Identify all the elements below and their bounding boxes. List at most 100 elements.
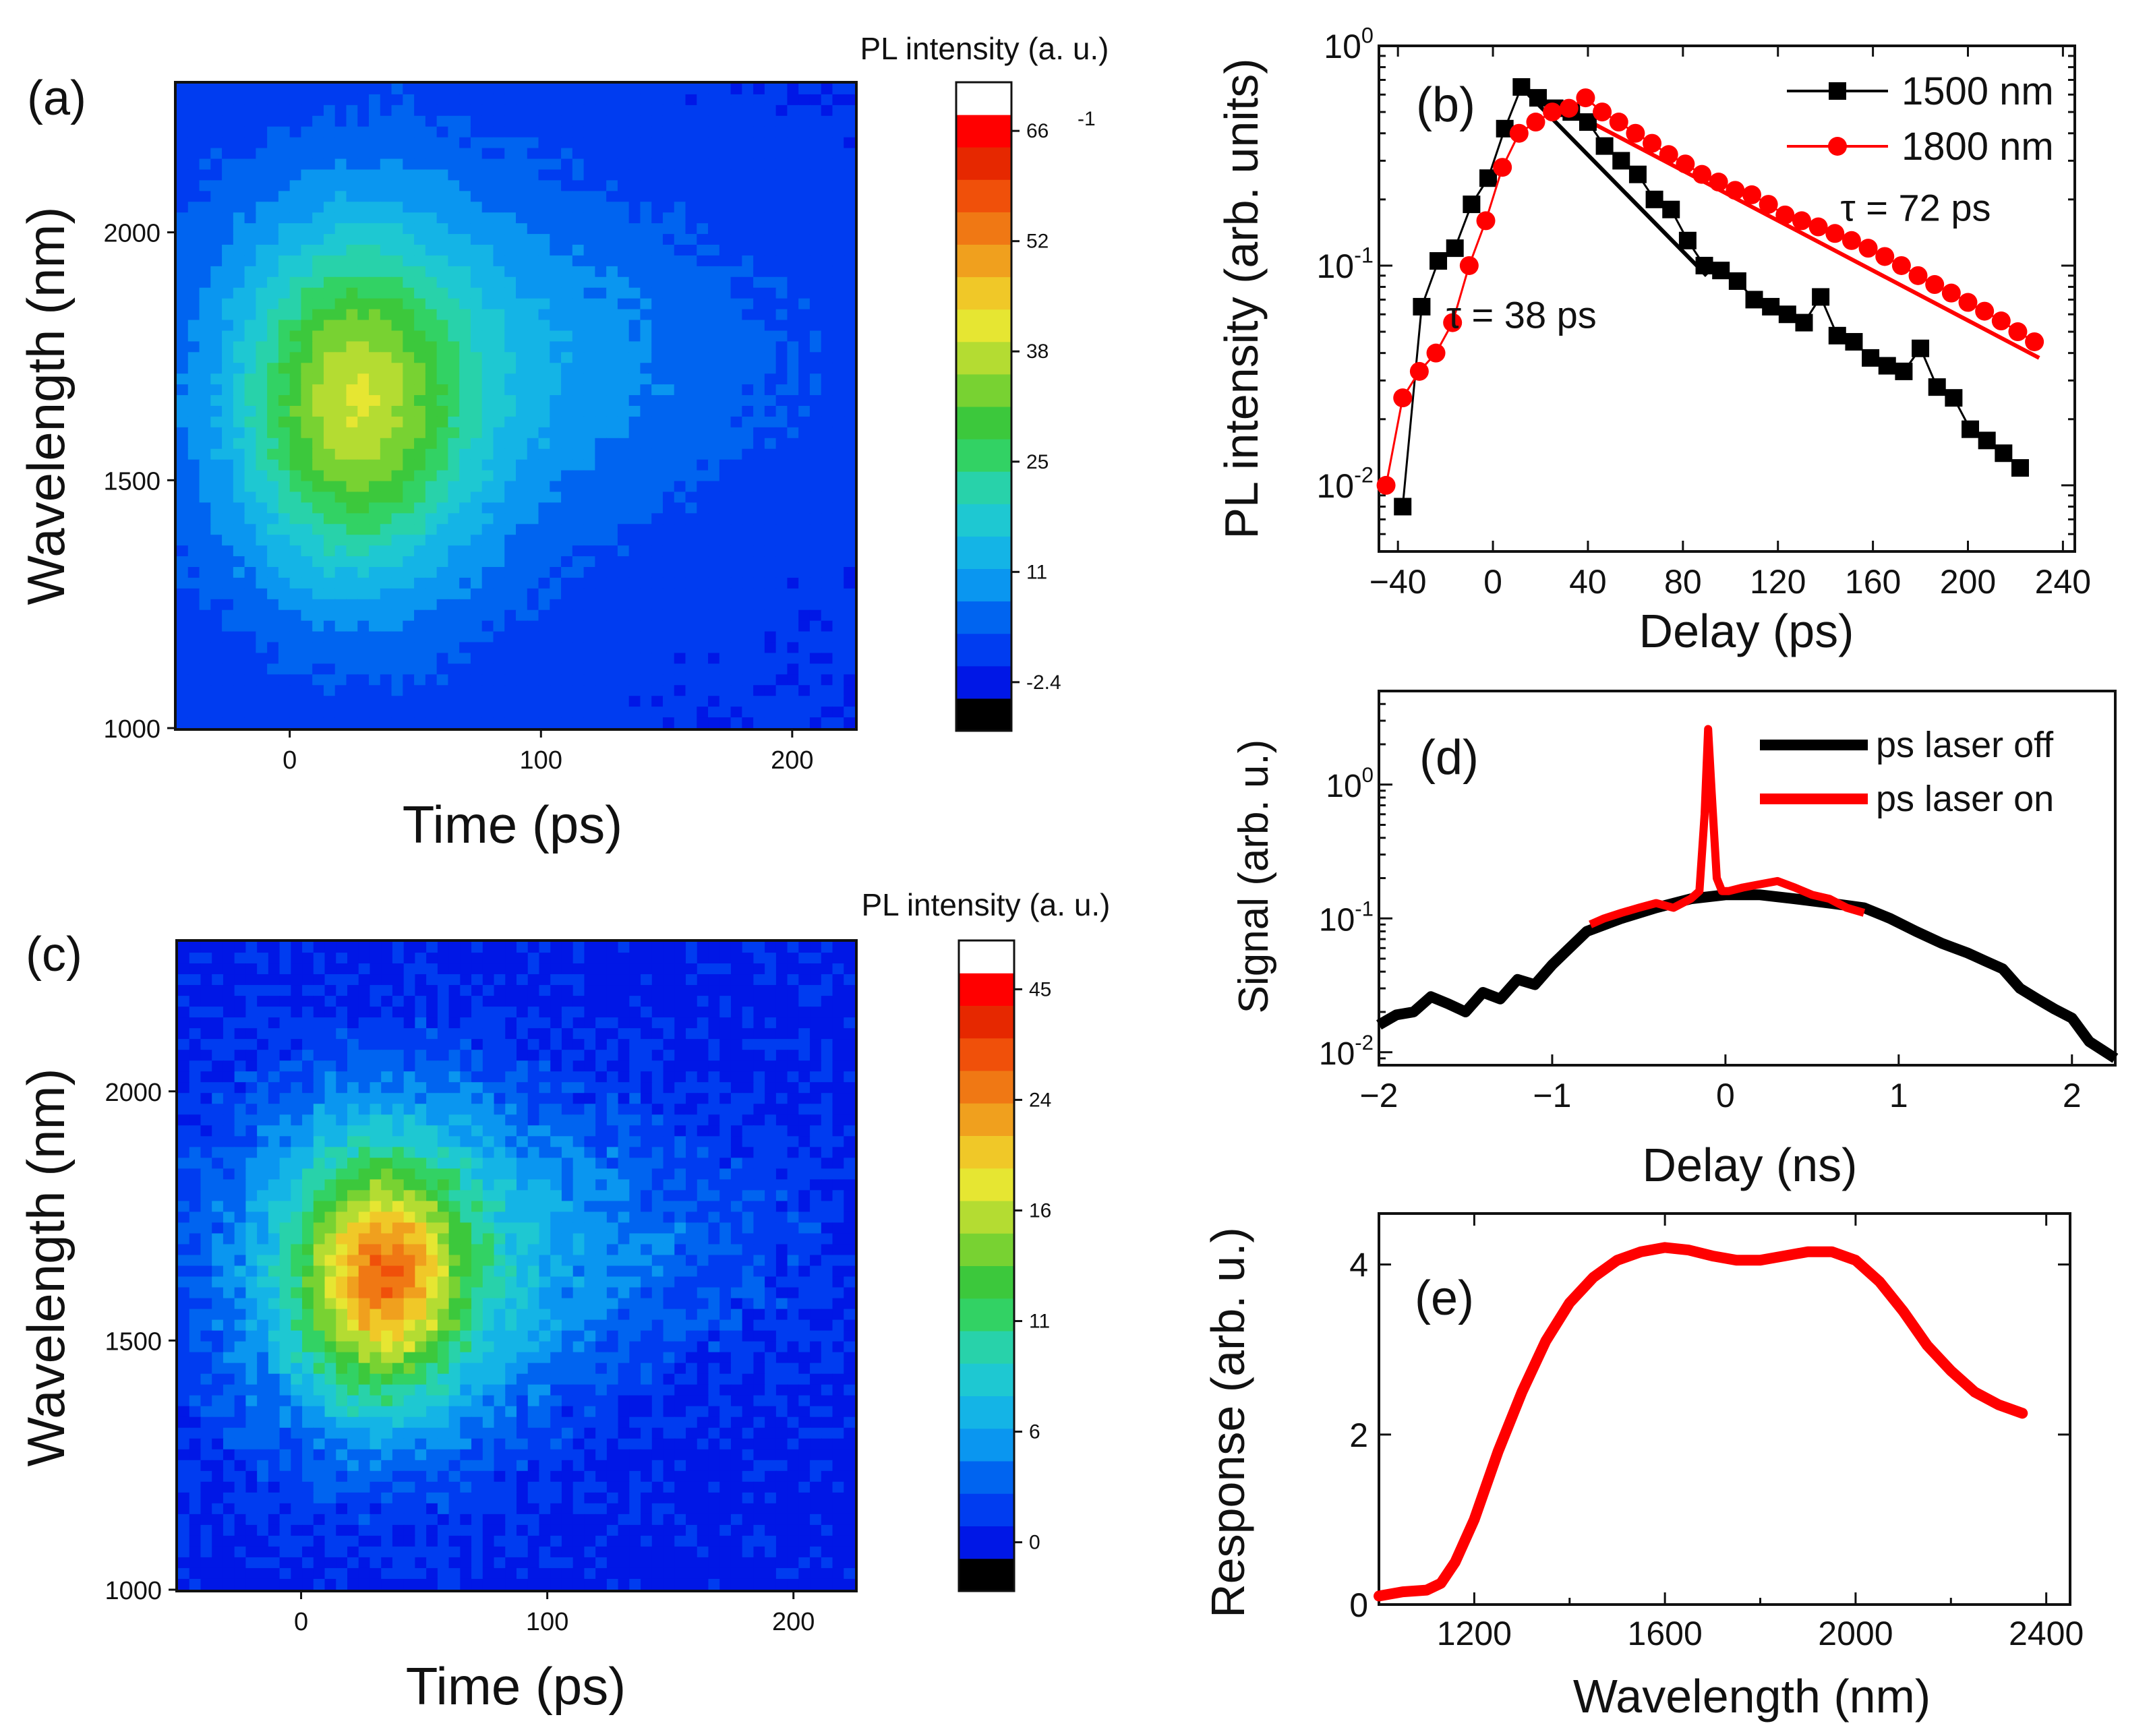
heatmap-cell: [775, 406, 788, 417]
heatmap-cell: [628, 513, 641, 525]
heatmap-cell: [832, 126, 845, 138]
heatmap-cell: [844, 942, 856, 953]
heatmap-cell: [719, 104, 732, 117]
heatmap-cell: [651, 985, 664, 996]
heatmap-cell: [233, 567, 245, 578]
heatmap-cell: [301, 631, 313, 643]
heatmap-cell: [470, 180, 483, 192]
heatmap-cell: [470, 245, 483, 256]
heatmap-cell: [369, 599, 381, 611]
heatmap-cell: [234, 1136, 247, 1148]
heatmap-cell: [561, 1060, 574, 1072]
heatmap-cell: [357, 158, 370, 171]
heatmap-cell: [448, 963, 461, 975]
heatmap-cell: [798, 1168, 811, 1180]
heatmap-cell: [809, 513, 822, 525]
heatmap-cell: [832, 1039, 845, 1050]
heatmap-cell: [606, 1125, 619, 1137]
heatmap-cell: [233, 696, 245, 707]
heatmap-cell: [346, 234, 359, 245]
heatmap-cell: [730, 963, 743, 975]
heatmap-cell: [628, 320, 641, 332]
heatmap-cell: [426, 974, 438, 986]
heatmap-cell: [617, 707, 630, 718]
heatmap-cell: [561, 104, 573, 117]
heatmap-cell: [358, 985, 371, 996]
heatmap-cell: [233, 406, 245, 417]
heatmap-cell: [730, 202, 743, 213]
heatmap-cell: [561, 1114, 574, 1127]
heatmap-cell: [470, 191, 483, 203]
heatmap-cell: [245, 985, 258, 996]
heatmap-cell: [810, 1158, 822, 1170]
heatmap-cell: [527, 223, 539, 235]
heatmap-cell: [742, 631, 754, 643]
heatmap-cell: [245, 1093, 258, 1105]
heatmap-cell: [708, 599, 720, 611]
heatmap-cell: [268, 1082, 281, 1094]
heatmap-cell: [346, 642, 359, 654]
heatmap-cell: [572, 556, 585, 568]
heatmap-cell: [685, 609, 698, 622]
heatmap-cell: [606, 535, 618, 546]
heatmap-cell: [334, 620, 347, 632]
heatmap-cell: [617, 266, 630, 278]
heatmap-cell: [550, 416, 562, 428]
heatmap-cell: [244, 309, 257, 321]
heatmap-cell: [301, 491, 313, 504]
heatmap-cell: [504, 609, 517, 622]
heatmap-cell: [493, 330, 506, 342]
heatmap-cell: [233, 169, 245, 181]
heatmap-cell: [459, 287, 471, 299]
heatmap-cell: [448, 545, 460, 557]
heatmap-cell: [595, 126, 607, 138]
heatmap-cell: [403, 620, 415, 632]
heatmap-cell: [459, 266, 471, 278]
heatmap-cell: [301, 180, 313, 192]
heatmap-cell: [810, 1093, 822, 1105]
heatmap-cell: [606, 234, 618, 245]
heatmap-cell: [787, 1017, 800, 1029]
heatmap-cell: [414, 104, 426, 117]
heatmap-cell: [334, 169, 347, 181]
heatmap-cell: [471, 985, 483, 996]
heatmap-cell: [539, 1147, 551, 1159]
heatmap-cell: [414, 94, 426, 106]
heatmap-cell: [516, 470, 528, 482]
heatmap-cell: [764, 234, 777, 245]
heatmap-cell: [730, 631, 743, 643]
heatmap-cell: [583, 395, 596, 407]
heatmap-cell: [336, 1158, 348, 1170]
heatmap-cell: [334, 567, 347, 578]
heatmap-cell: [267, 320, 279, 332]
heatmap-cell: [606, 373, 618, 385]
heatmap-cell: [595, 513, 607, 525]
heatmap-cell: [651, 1125, 664, 1137]
heatmap-cell: [187, 104, 200, 117]
heatmap-cell: [662, 395, 675, 407]
heatmap-cell: [470, 502, 483, 514]
heatmap-cell: [370, 1039, 382, 1050]
heatmap-cell: [504, 707, 517, 718]
heatmap-cell: [844, 577, 856, 589]
heatmap-cell: [708, 115, 720, 127]
heatmap-cell: [538, 115, 551, 127]
heatmap-cell: [392, 1060, 405, 1072]
heatmap-cell: [200, 963, 212, 975]
heatmap-cell: [301, 330, 313, 342]
heatmap-cell: [334, 191, 347, 203]
heatmap-cell: [742, 974, 755, 986]
heatmap-cell: [302, 1125, 314, 1137]
heatmap-cell: [708, 620, 720, 632]
heatmap-cell: [481, 577, 494, 589]
heatmap-cell: [212, 1168, 224, 1180]
heatmap-cell: [289, 169, 302, 181]
heatmap-cell: [370, 1158, 382, 1170]
heatmap-cell: [617, 567, 630, 578]
heatmap-cell: [244, 577, 257, 589]
heatmap-cell: [493, 567, 506, 578]
heatmap-cell: [561, 1017, 574, 1029]
heatmap-cell: [312, 320, 324, 332]
heatmap-cell: [527, 942, 540, 953]
